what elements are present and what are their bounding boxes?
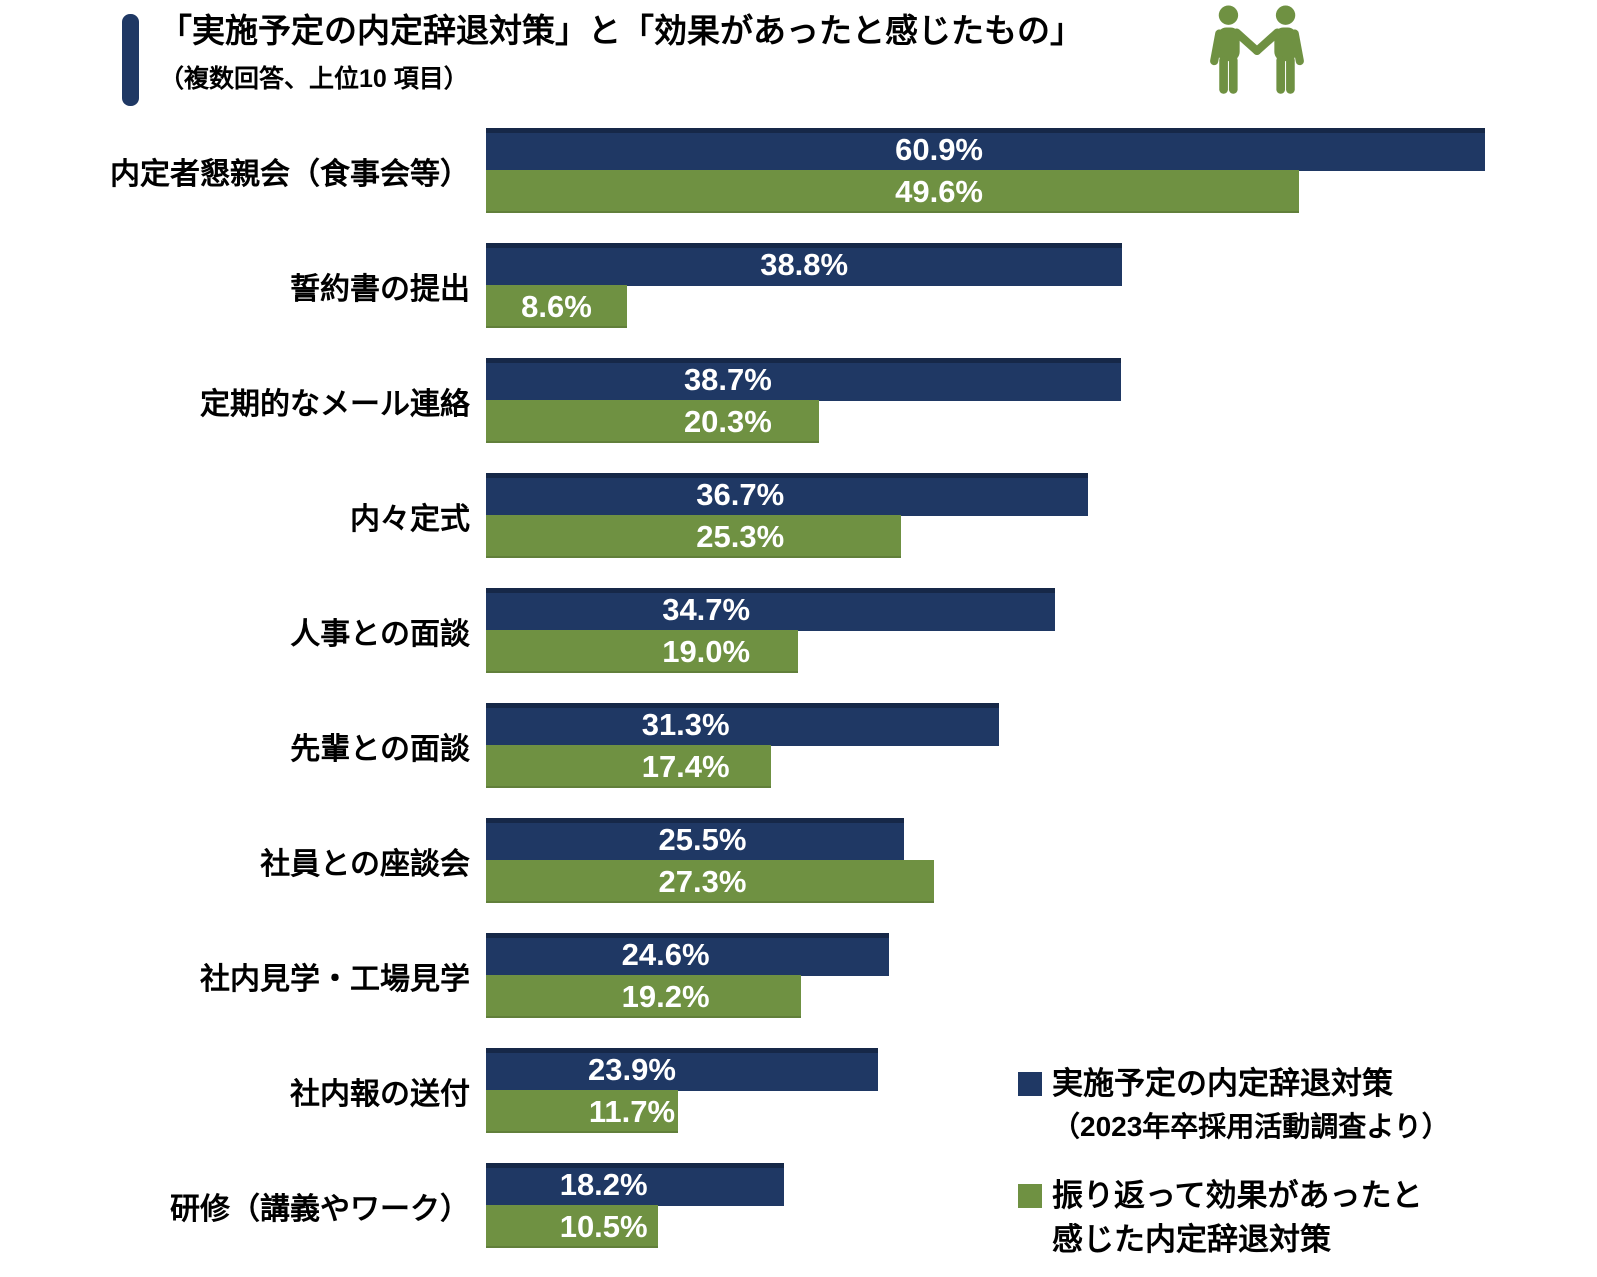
- category-label: 定期的なメール連絡: [200, 387, 470, 421]
- handshake-people-icon: [1206, 4, 1308, 108]
- effective-value-label: 11.7%: [588, 1094, 676, 1129]
- category-label: 人事との面談: [290, 617, 470, 651]
- chart-row: 先輩との面談 31.3% 17.4%: [0, 703, 1597, 818]
- effective-value-label: 25.3%: [696, 519, 785, 554]
- title-accent-bar: [122, 14, 139, 106]
- planned-value-label: 25.5%: [658, 822, 747, 857]
- planned-bar: [486, 128, 1485, 171]
- legend-item-planned: 実施予定の内定辞退対策 （2023年卒採用活動調査より）: [1018, 1062, 1450, 1148]
- planned-value-label: 18.2%: [559, 1167, 648, 1202]
- category-label: 内定者懇親会（食事会等）: [110, 157, 470, 191]
- planned-value-label: 36.7%: [696, 477, 785, 512]
- effective-bar: [486, 285, 628, 328]
- bar-pair: 38.7% 20.3%: [486, 358, 1597, 443]
- bar-pair: 18.2% 10.5%: [486, 1163, 1597, 1248]
- chart-row: 内定者懇親会（食事会等） 60.9% 49.6%: [0, 128, 1597, 243]
- legend-label-effective: 振り返って効果があったと 感じた内定辞退対策: [1052, 1174, 1422, 1264]
- effective-bar: [486, 630, 798, 673]
- category-label: 内々定式: [350, 502, 470, 536]
- planned-bar: [486, 1048, 878, 1091]
- title-block: 「実施予定の内定辞退対策」と「効果があったと感じたもの」 （複数回答、上位10 …: [159, 10, 1083, 95]
- handshake-people-svg: [1210, 5, 1304, 94]
- bar-pair: 24.6% 19.2%: [486, 933, 1597, 1018]
- legend-planned-line2: （2023年卒採用活動調査より）: [1052, 1110, 1450, 1142]
- category-label: 先輩との面談: [290, 732, 470, 766]
- chart-row: 研修（講義やワーク） 18.2% 10.5%: [0, 1163, 1597, 1277]
- effective-bar: [486, 1205, 659, 1248]
- effective-bar: [486, 1090, 678, 1133]
- planned-bar: [486, 588, 1056, 631]
- effective-value-label: 10.5%: [559, 1209, 648, 1244]
- planned-bar: [486, 818, 905, 861]
- chart-row: 社内見学・工場見学 24.6% 19.2%: [0, 933, 1597, 1048]
- effective-bar: [486, 745, 772, 788]
- planned-bar: [486, 703, 1000, 746]
- bar-pair: 23.9% 11.7%: [486, 1048, 1597, 1133]
- planned-bar: [486, 1163, 785, 1206]
- chart-header: 「実施予定の内定辞退対策」と「効果があったと感じたもの」 （複数回答、上位10 …: [122, 10, 1083, 106]
- effective-value-label: 20.3%: [683, 404, 772, 439]
- effective-value-label: 17.4%: [641, 749, 730, 784]
- effective-bar: [486, 400, 819, 443]
- planned-bar: [486, 243, 1123, 286]
- planned-value-label: 23.9%: [588, 1052, 676, 1087]
- category-label: 研修（講義やワーク）: [170, 1192, 470, 1226]
- bar-pair: 60.9% 49.6%: [486, 128, 1597, 213]
- legend-effective-line2: 感じた内定辞退対策: [1052, 1222, 1331, 1258]
- effective-bar: [486, 975, 801, 1018]
- chart-row: 社内報の送付 23.9% 11.7%: [0, 1048, 1597, 1163]
- bar-pair: 25.5% 27.3%: [486, 818, 1597, 903]
- planned-value-label: 38.8%: [760, 247, 849, 282]
- bar-pair: 34.7% 19.0%: [486, 588, 1597, 673]
- planned-value-label: 24.6%: [621, 937, 710, 972]
- chart-legend: 実施予定の内定辞退対策 （2023年卒採用活動調査より） 振り返って効果があった…: [1018, 1062, 1450, 1277]
- legend-swatch-green: [1018, 1183, 1042, 1208]
- bar-pair: 38.8% 8.6%: [486, 243, 1597, 328]
- category-label: 社内見学・工場見学: [200, 962, 470, 996]
- chart-row: 内々定式 36.7% 25.3%: [0, 473, 1597, 588]
- chart-row: 社員との座談会 25.5% 27.3%: [0, 818, 1597, 933]
- planned-value-label: 60.9%: [895, 132, 983, 167]
- chart-row: 人事との面談 34.7% 19.0%: [0, 588, 1597, 703]
- chart-row: 定期的なメール連絡 38.7% 20.3%: [0, 358, 1597, 473]
- effective-bar: [486, 860, 934, 903]
- planned-bar: [486, 358, 1121, 401]
- legend-label-planned: 実施予定の内定辞退対策 （2023年卒採用活動調査より）: [1052, 1062, 1450, 1148]
- planned-value-label: 38.7%: [683, 362, 772, 397]
- legend-effective-line1: 振り返って効果があったと: [1052, 1177, 1423, 1213]
- planned-value-label: 34.7%: [662, 592, 751, 627]
- chart-subtitle: （複数回答、上位10 項目）: [159, 65, 469, 94]
- effective-value-label: 19.0%: [662, 634, 751, 669]
- chart-row: 誓約書の提出 38.8% 8.6%: [0, 243, 1597, 358]
- category-label: 誓約書の提出: [290, 272, 470, 306]
- category-label: 社員との座談会: [260, 847, 470, 881]
- planned-bar: [486, 473, 1088, 516]
- legend-item-effective: 振り返って効果があったと 感じた内定辞退対策: [1018, 1174, 1450, 1264]
- effective-value-label: 8.6%: [521, 289, 592, 324]
- bar-chart: 内定者懇親会（食事会等） 60.9% 49.6% 誓約書の提出 38.8% 8.6% 定期的…: [0, 128, 1597, 1277]
- effective-value-label: 49.6%: [895, 174, 983, 209]
- effective-value-label: 27.3%: [658, 864, 747, 899]
- category-label: 社内報の送付: [290, 1077, 470, 1111]
- effective-bar: [486, 170, 1300, 213]
- bar-pair: 31.3% 17.4%: [486, 703, 1597, 788]
- chart-title: 「実施予定の内定辞退対策」と「効果があったと感じたもの」: [159, 12, 1083, 49]
- bar-pair: 36.7% 25.3%: [486, 473, 1597, 558]
- effective-bar: [486, 515, 901, 558]
- legend-planned-line1: 実施予定の内定辞退対策: [1052, 1066, 1393, 1101]
- planned-value-label: 31.3%: [641, 707, 730, 742]
- planned-bar: [486, 933, 890, 976]
- legend-swatch-navy: [1018, 1072, 1042, 1096]
- effective-value-label: 19.2%: [621, 979, 710, 1014]
